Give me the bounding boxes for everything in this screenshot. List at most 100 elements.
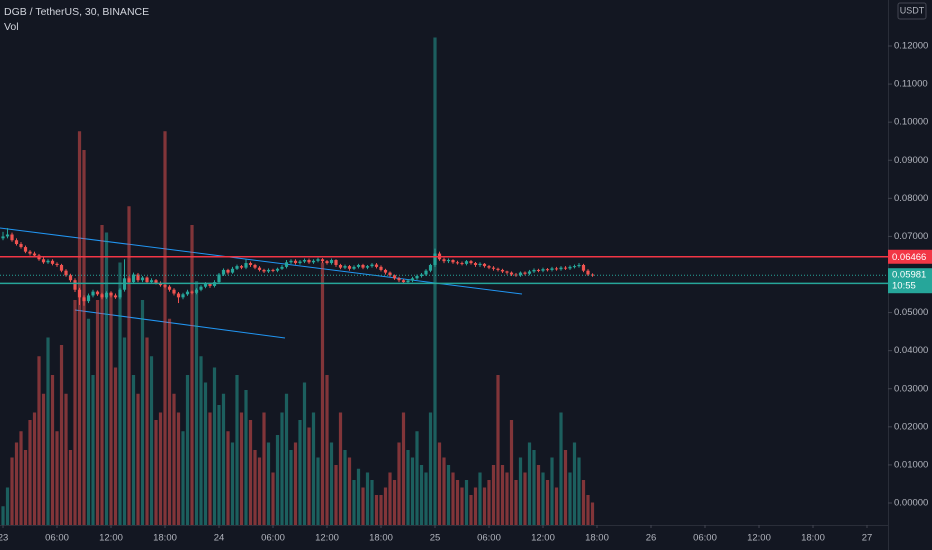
volume-bar <box>37 356 41 525</box>
candle-body <box>280 266 284 269</box>
candle-body <box>59 264 64 271</box>
countdown: 10:55 <box>892 281 916 292</box>
candle-body <box>311 260 316 263</box>
candle-body <box>271 269 275 271</box>
volume-bar <box>455 480 460 525</box>
volume-bar <box>527 442 532 525</box>
candle-body <box>523 272 527 274</box>
volume-bar <box>388 472 392 525</box>
currency[interactable]: USDT <box>900 5 925 15</box>
y-tick-label: 0.09000 <box>894 155 928 166</box>
candle-body <box>473 263 478 265</box>
volume-bar <box>415 431 419 525</box>
volume-bar <box>221 393 226 525</box>
x-tick-label: 06:00 <box>45 533 69 544</box>
candle-body <box>194 289 199 293</box>
candle-body <box>203 284 208 287</box>
volume-bar <box>41 393 46 525</box>
volume-bar <box>266 442 271 525</box>
volume-bar <box>23 450 28 525</box>
volume-bar <box>275 435 280 525</box>
candle-body <box>316 259 320 261</box>
volume-bar <box>482 487 487 525</box>
candle-body <box>284 262 289 267</box>
candle-body <box>338 264 343 268</box>
currency-box[interactable] <box>897 2 927 20</box>
volume-bar <box>95 300 100 525</box>
candle-body <box>257 267 262 270</box>
volume-bar <box>410 457 415 525</box>
volume-bar <box>419 465 424 525</box>
volume-bar <box>464 480 469 525</box>
volume-bar <box>32 412 37 525</box>
candle-body <box>46 260 50 263</box>
volume-bar <box>518 457 523 525</box>
x-tick-label: 18:00 <box>585 533 609 544</box>
last-price-label: 0.05981 <box>892 270 926 281</box>
candle-body <box>460 263 464 265</box>
candle-body <box>167 286 172 290</box>
candle-body <box>113 295 118 298</box>
candle-body <box>482 263 487 267</box>
price-label: 0.06466 <box>892 252 926 263</box>
candle-body <box>554 268 559 270</box>
candle-body <box>509 272 514 275</box>
volume-bar <box>104 232 109 525</box>
volume-bar <box>563 450 568 525</box>
candle-body <box>320 259 325 262</box>
candle-body <box>500 269 505 272</box>
volume-bar <box>478 472 482 525</box>
candle-body <box>329 260 334 264</box>
candle-body <box>392 275 397 279</box>
volume-bar <box>10 457 14 525</box>
candle-body <box>374 264 379 267</box>
volume-bar <box>131 375 136 525</box>
candle-body <box>262 269 266 272</box>
volume-bar <box>109 292 113 525</box>
volume-bar <box>329 442 334 525</box>
candle-body <box>424 270 428 275</box>
candle-body <box>586 270 590 275</box>
candle-body <box>347 266 352 269</box>
volume-bar <box>217 405 221 525</box>
candle-body <box>172 289 176 294</box>
volume-bar <box>244 390 248 525</box>
volume-bar <box>59 345 64 525</box>
x-tick-label: 25 <box>430 533 441 544</box>
volume-bar <box>257 457 262 525</box>
volume-bar <box>154 420 158 525</box>
candle-body <box>149 280 154 283</box>
volume-bar <box>473 487 478 525</box>
candle-body <box>581 264 586 271</box>
candle-body <box>176 293 181 298</box>
candle-body <box>68 275 73 281</box>
volume-bar <box>100 225 104 525</box>
volume-bar <box>298 420 302 525</box>
candle-body <box>325 261 329 264</box>
candle-body <box>10 234 14 241</box>
volume-bar <box>496 375 500 525</box>
x-tick-label: 18:00 <box>369 533 393 544</box>
volume-bar <box>356 468 361 525</box>
volume-bar <box>307 427 311 525</box>
volume-bar <box>127 206 131 525</box>
volume-bar <box>460 487 464 525</box>
volume-bar <box>554 487 559 525</box>
volume-bar <box>505 472 509 525</box>
candle-body <box>86 295 91 302</box>
candle-body <box>361 264 365 268</box>
candle-body <box>244 263 248 268</box>
candle-body <box>433 253 437 265</box>
candle-body <box>28 251 32 254</box>
candle-body <box>590 274 595 276</box>
volume-bar <box>338 412 343 525</box>
candle-body <box>32 253 37 256</box>
volume-bar <box>253 450 257 525</box>
chart-title: DGB / TetherUS, 30, BINANCE <box>4 6 149 18</box>
candle-body <box>298 261 302 264</box>
volume-bar <box>343 450 347 525</box>
volume-bar <box>392 480 397 525</box>
volume-bar <box>370 480 374 525</box>
candle-body <box>383 269 388 273</box>
volume-bar <box>50 375 55 525</box>
